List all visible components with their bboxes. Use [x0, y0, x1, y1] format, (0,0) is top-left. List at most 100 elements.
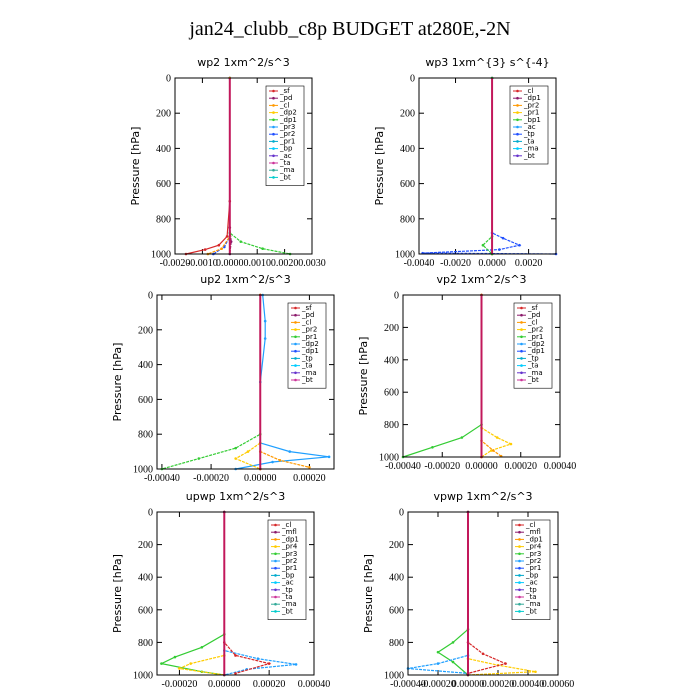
series-point: [460, 436, 464, 439]
panel-title: vp2 1xm^2/s^3: [436, 273, 526, 286]
legend-marker: [294, 335, 297, 339]
legend-entry: _pr1: [523, 109, 539, 117]
legend-marker: [294, 357, 297, 360]
x-tick-label: 0.00020: [505, 461, 538, 472]
legend-entry: _tp: [523, 130, 535, 138]
legend-entry: _pr1: [281, 564, 297, 572]
legend-entry: _tp: [527, 354, 539, 362]
legend-marker: [274, 595, 277, 599]
legend-marker: [518, 559, 521, 563]
series-point: [263, 337, 267, 340]
legend-entry: _pd: [527, 311, 540, 319]
legend-marker: [518, 602, 521, 606]
legend-entry: _cl: [527, 318, 537, 326]
plot-6: vpwp 1xm^2/s^3 Pressure [hPa] 0 200 400 600 80…: [362, 490, 574, 690]
legend-marker: [520, 378, 523, 382]
plot-frame: [174, 77, 313, 255]
legend-marker: [516, 154, 519, 158]
series-point: [518, 243, 521, 247]
series-line-2: [161, 295, 261, 470]
legend-box: [511, 519, 551, 620]
legend-entry: _tp: [281, 586, 293, 594]
x-tick-label: -0.0010: [187, 258, 218, 269]
series-point: [239, 240, 243, 243]
legend-entry: _cl: [301, 318, 311, 326]
x-tick-label: 0.00060: [542, 679, 575, 690]
legend-marker: [274, 545, 277, 548]
legend-marker: [274, 581, 277, 584]
series-point: [294, 663, 298, 666]
y-axis-label: Pressure [hPa]: [373, 127, 386, 206]
series-line-1: [402, 295, 483, 458]
series-point: [200, 645, 204, 649]
legend-entry: _pd: [279, 94, 292, 102]
legend-marker: [516, 118, 519, 122]
panel-title: wp3 1xm^{3} s^{-4}: [425, 56, 549, 69]
legend-box: [265, 85, 305, 186]
legend-entry: _dp2: [301, 340, 319, 348]
x-tick-label: -0.00040: [385, 461, 421, 472]
series-line-1: [436, 512, 469, 676]
panel-title: vpwp 1xm^2/s^3: [433, 490, 532, 503]
x-tick-label: 0.0030: [298, 258, 326, 269]
legend-entry: _pr3: [525, 550, 541, 558]
legend-marker: [272, 147, 275, 150]
series-point: [234, 654, 237, 657]
series-line-3: [480, 295, 502, 457]
series-point: [509, 442, 513, 446]
legend-entry: _sf: [279, 87, 290, 95]
series-point: [501, 236, 505, 240]
legend-marker: [516, 96, 519, 100]
y-tick-label: 800: [138, 430, 153, 441]
legend-marker: [272, 154, 275, 158]
legend-marker: [274, 530, 277, 534]
legend-entry: _dp1: [523, 94, 541, 102]
legend-marker: [518, 552, 521, 556]
y-tick-label: 1000: [379, 453, 399, 464]
y-tick-label: 600: [156, 179, 171, 190]
x-tick-label: 0.00040: [512, 679, 545, 690]
legend-marker: [520, 306, 523, 310]
legend-entry: _dp1: [279, 116, 297, 124]
legend-marker: [272, 161, 275, 165]
y-tick-label: 0: [399, 508, 404, 519]
legend-marker: [516, 147, 519, 150]
legend-marker: [274, 538, 277, 541]
y-axis-label: Pressure [hPa]: [357, 337, 370, 416]
x-tick-label: 0.0020: [515, 258, 543, 269]
legend-entry: _mfl: [281, 528, 297, 536]
plot-1: wp2 1xm^2/s^3 Pressure [hPa] 0 200 400 600 800…: [129, 56, 326, 269]
legend-marker: [516, 89, 519, 93]
legend-marker: [518, 588, 521, 592]
legend-entry: _pr2: [523, 101, 539, 109]
x-tick-label: -0.00040: [390, 679, 426, 690]
x-tick-label: 0.00040: [298, 679, 331, 690]
legend-entry: _ma: [523, 145, 539, 153]
series-point: [263, 319, 267, 323]
legend-entry: _cl: [525, 521, 535, 529]
legend-marker: [520, 349, 523, 353]
legend-marker: [518, 574, 521, 577]
series-line-2: [407, 512, 469, 674]
legend-marker: [520, 328, 523, 331]
series-point: [498, 248, 501, 251]
series-line-1: [159, 512, 225, 676]
x-tick-label: 0.0020: [271, 258, 299, 269]
legend-marker: [516, 140, 519, 143]
panel-title: up2 1xm^2/s^3: [200, 273, 291, 286]
series-point: [178, 667, 181, 670]
legend-marker: [516, 125, 519, 129]
x-tick-label: 0.00020: [253, 679, 286, 690]
legend-marker: [520, 335, 523, 339]
legend-marker: [274, 610, 277, 613]
legend-marker: [272, 89, 275, 93]
legend-entry: _cl: [279, 101, 289, 109]
series-point: [451, 660, 455, 664]
legend-marker: [520, 321, 523, 324]
legend-entry: _bt: [281, 607, 293, 615]
series-point: [234, 672, 237, 675]
panel-title: wp2 1xm^2/s^3: [197, 56, 290, 69]
x-tick-label: 0.00000: [244, 473, 277, 484]
legend-entry: _ta: [527, 362, 539, 370]
